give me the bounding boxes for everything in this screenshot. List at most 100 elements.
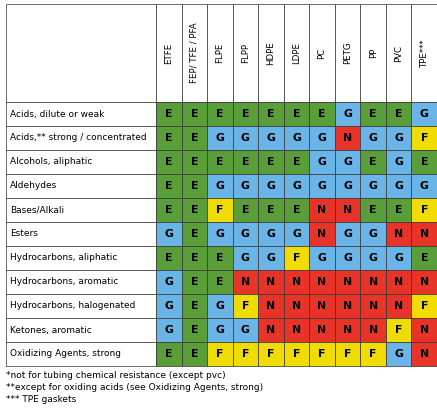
Text: G: G bbox=[164, 277, 173, 287]
Text: N: N bbox=[394, 301, 403, 311]
Text: G: G bbox=[267, 229, 275, 239]
Bar bbox=[412, 198, 437, 222]
Text: G: G bbox=[292, 133, 301, 143]
Text: E: E bbox=[395, 205, 402, 215]
Bar bbox=[181, 126, 207, 150]
Bar bbox=[284, 270, 309, 294]
Bar bbox=[258, 294, 284, 318]
Text: N: N bbox=[267, 325, 275, 335]
Text: F: F bbox=[395, 325, 402, 335]
Bar bbox=[6, 222, 156, 246]
Bar bbox=[6, 246, 156, 270]
Bar bbox=[386, 318, 412, 342]
Text: E: E bbox=[191, 157, 198, 167]
Bar bbox=[284, 4, 309, 102]
Bar bbox=[284, 126, 309, 150]
Text: N: N bbox=[318, 301, 326, 311]
Bar bbox=[335, 342, 361, 366]
Bar bbox=[232, 102, 258, 126]
Bar bbox=[232, 222, 258, 246]
Bar bbox=[284, 294, 309, 318]
Text: N: N bbox=[241, 277, 250, 287]
Text: E: E bbox=[420, 253, 428, 263]
Bar bbox=[181, 246, 207, 270]
Text: G: G bbox=[241, 325, 250, 335]
Bar bbox=[232, 150, 258, 174]
Text: G: G bbox=[318, 157, 326, 167]
Bar bbox=[284, 246, 309, 270]
Bar bbox=[412, 4, 437, 102]
Text: G: G bbox=[394, 253, 403, 263]
Text: G: G bbox=[343, 181, 352, 191]
Text: N: N bbox=[343, 301, 352, 311]
Bar bbox=[6, 126, 156, 150]
Text: F: F bbox=[420, 133, 428, 143]
Bar bbox=[361, 198, 386, 222]
Text: E: E bbox=[165, 133, 173, 143]
Text: G: G bbox=[369, 181, 378, 191]
Bar bbox=[386, 222, 412, 246]
Bar bbox=[335, 198, 361, 222]
Text: F: F bbox=[216, 349, 224, 359]
Text: N: N bbox=[420, 325, 429, 335]
Bar bbox=[309, 174, 335, 198]
Bar bbox=[156, 270, 181, 294]
Text: G: G bbox=[292, 181, 301, 191]
Bar bbox=[335, 150, 361, 174]
Bar bbox=[386, 126, 412, 150]
Bar bbox=[258, 102, 284, 126]
Text: G: G bbox=[369, 133, 378, 143]
Bar bbox=[335, 126, 361, 150]
Text: N: N bbox=[343, 133, 352, 143]
Text: G: G bbox=[215, 325, 224, 335]
Bar bbox=[258, 246, 284, 270]
Bar bbox=[258, 150, 284, 174]
Text: E: E bbox=[369, 109, 377, 119]
Bar bbox=[309, 198, 335, 222]
Text: G: G bbox=[343, 253, 352, 263]
Text: G: G bbox=[164, 229, 173, 239]
Text: PC: PC bbox=[318, 47, 326, 59]
Text: F: F bbox=[293, 253, 300, 263]
Bar bbox=[361, 174, 386, 198]
Bar bbox=[258, 270, 284, 294]
Bar bbox=[207, 318, 232, 342]
Text: **except for oxiding acids (see Oxidizing Agents, strong): **except for oxiding acids (see Oxidizin… bbox=[6, 384, 263, 392]
Text: G: G bbox=[318, 133, 326, 143]
Bar bbox=[258, 4, 284, 102]
Text: E: E bbox=[216, 277, 224, 287]
Bar bbox=[361, 102, 386, 126]
Bar bbox=[181, 150, 207, 174]
Text: E: E bbox=[165, 205, 173, 215]
Bar bbox=[284, 318, 309, 342]
Bar bbox=[386, 294, 412, 318]
Bar bbox=[181, 318, 207, 342]
Text: N: N bbox=[343, 277, 352, 287]
Bar bbox=[181, 270, 207, 294]
Text: E: E bbox=[242, 205, 249, 215]
Text: Acids,** strong / concentrated: Acids,** strong / concentrated bbox=[10, 133, 147, 142]
Bar bbox=[309, 102, 335, 126]
Bar bbox=[361, 222, 386, 246]
Bar bbox=[156, 174, 181, 198]
Bar bbox=[361, 4, 386, 102]
Text: E: E bbox=[319, 109, 326, 119]
Text: F: F bbox=[293, 349, 300, 359]
Text: N: N bbox=[292, 277, 301, 287]
Bar bbox=[207, 342, 232, 366]
Text: N: N bbox=[292, 325, 301, 335]
Text: F: F bbox=[319, 349, 326, 359]
Bar bbox=[232, 270, 258, 294]
Bar bbox=[6, 318, 156, 342]
Bar bbox=[156, 150, 181, 174]
Text: N: N bbox=[318, 205, 326, 215]
Bar bbox=[361, 270, 386, 294]
Bar bbox=[309, 4, 335, 102]
Bar bbox=[156, 294, 181, 318]
Bar bbox=[232, 342, 258, 366]
Text: N: N bbox=[420, 277, 429, 287]
Bar bbox=[6, 4, 156, 102]
Text: Bases/Alkali: Bases/Alkali bbox=[10, 206, 64, 215]
Bar bbox=[412, 150, 437, 174]
Bar bbox=[412, 174, 437, 198]
